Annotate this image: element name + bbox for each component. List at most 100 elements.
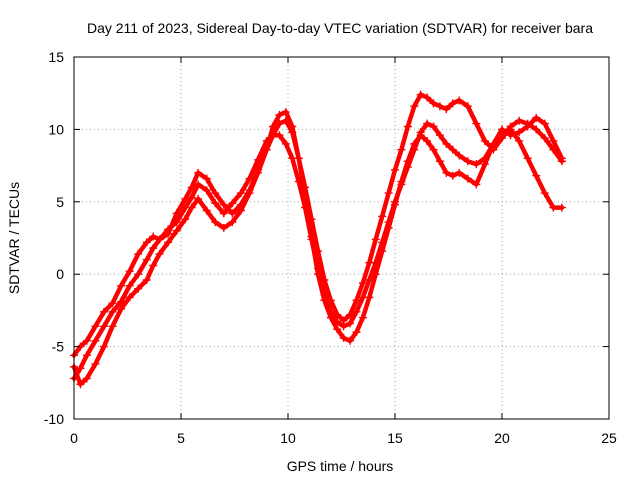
data-point <box>301 192 310 201</box>
data-point <box>416 131 425 140</box>
data-point <box>219 200 228 209</box>
y-tick-label: -10 <box>44 411 64 427</box>
data-point <box>365 258 374 267</box>
data-point <box>245 189 254 198</box>
data-point <box>429 122 438 131</box>
data-point <box>423 93 432 102</box>
data-point <box>211 218 220 227</box>
data-point <box>91 336 100 345</box>
data-point <box>236 206 245 215</box>
data-point <box>181 215 190 224</box>
data-point <box>498 125 506 134</box>
data-point <box>91 359 100 368</box>
data-point <box>371 270 380 279</box>
data-point <box>164 238 173 247</box>
data-point <box>99 342 108 351</box>
x-tick-label: 5 <box>177 430 185 446</box>
data-point <box>384 223 393 232</box>
data-point <box>463 174 472 183</box>
data-point <box>134 270 143 279</box>
data-series <box>70 90 566 389</box>
data-point <box>515 128 524 137</box>
data-point <box>172 226 181 235</box>
data-point <box>480 136 489 145</box>
data-point <box>352 328 361 337</box>
data-point <box>219 223 228 232</box>
data-point <box>142 238 151 247</box>
data-point <box>403 157 412 166</box>
data-point <box>455 151 464 160</box>
data-point <box>228 218 237 227</box>
data-point <box>99 307 108 316</box>
data-point <box>371 235 380 244</box>
data-point <box>532 113 541 122</box>
data-point <box>288 122 297 131</box>
x-tick-label: 20 <box>494 430 510 446</box>
data-point <box>442 105 451 114</box>
data-point <box>254 168 263 177</box>
data-point <box>540 119 549 128</box>
data-point <box>187 183 196 192</box>
data-point <box>515 116 524 125</box>
data-point <box>442 168 451 177</box>
data-point <box>194 180 203 189</box>
data-point <box>281 108 290 117</box>
data-point <box>346 310 355 319</box>
y-tick-label: 15 <box>48 49 64 65</box>
data-point <box>125 293 134 302</box>
data-point <box>455 96 464 105</box>
data-point <box>435 131 444 140</box>
data-point <box>202 186 211 195</box>
data-point <box>142 255 151 264</box>
data-point <box>155 249 164 258</box>
data-point <box>506 122 515 131</box>
data-point <box>358 313 367 322</box>
x-tick-label: 15 <box>387 430 403 446</box>
data-point <box>429 99 438 108</box>
y-tick-label: 5 <box>56 194 64 210</box>
data-point <box>142 275 151 284</box>
data-point <box>149 261 158 270</box>
axis-ticks: 0 5 10 15 20 25 -10 -5 0 5 10 15 <box>44 49 617 446</box>
data-point <box>416 90 425 99</box>
data-point <box>480 160 489 169</box>
data-point <box>211 189 220 198</box>
data-point <box>313 270 322 279</box>
data-point <box>540 189 549 198</box>
data-point <box>410 139 419 148</box>
data-point <box>202 206 211 215</box>
data-point <box>187 193 196 202</box>
data-point <box>76 364 85 373</box>
data-point <box>532 125 541 134</box>
data-point <box>194 194 203 203</box>
data-point <box>91 322 100 331</box>
data-point <box>117 281 126 290</box>
data-point <box>523 122 532 131</box>
plot-frame <box>73 56 610 420</box>
data-point <box>82 336 91 345</box>
x-tick-label: 10 <box>280 430 296 446</box>
data-point <box>515 136 524 145</box>
y-axis-label: SDTVAR / TECUs <box>6 182 22 294</box>
data-point <box>442 139 451 148</box>
data-point <box>423 136 432 145</box>
data-point <box>339 333 348 342</box>
data-point <box>108 307 117 316</box>
data-point <box>117 304 126 313</box>
data-point <box>164 229 173 238</box>
data-point <box>281 139 290 148</box>
series-trace-3 <box>70 108 566 389</box>
data-point <box>378 247 387 256</box>
data-point <box>194 168 203 177</box>
data-point <box>346 336 355 345</box>
data-point <box>352 296 361 305</box>
data-point <box>307 232 316 241</box>
data-point <box>211 199 220 208</box>
data-point <box>397 177 406 186</box>
data-point <box>391 165 399 174</box>
chart-title: Day 211 of 2023, Sidereal Day-to-day VTE… <box>87 20 593 36</box>
data-point <box>125 281 134 290</box>
data-point <box>506 131 515 140</box>
data-point <box>463 157 472 166</box>
data-point <box>384 189 393 198</box>
